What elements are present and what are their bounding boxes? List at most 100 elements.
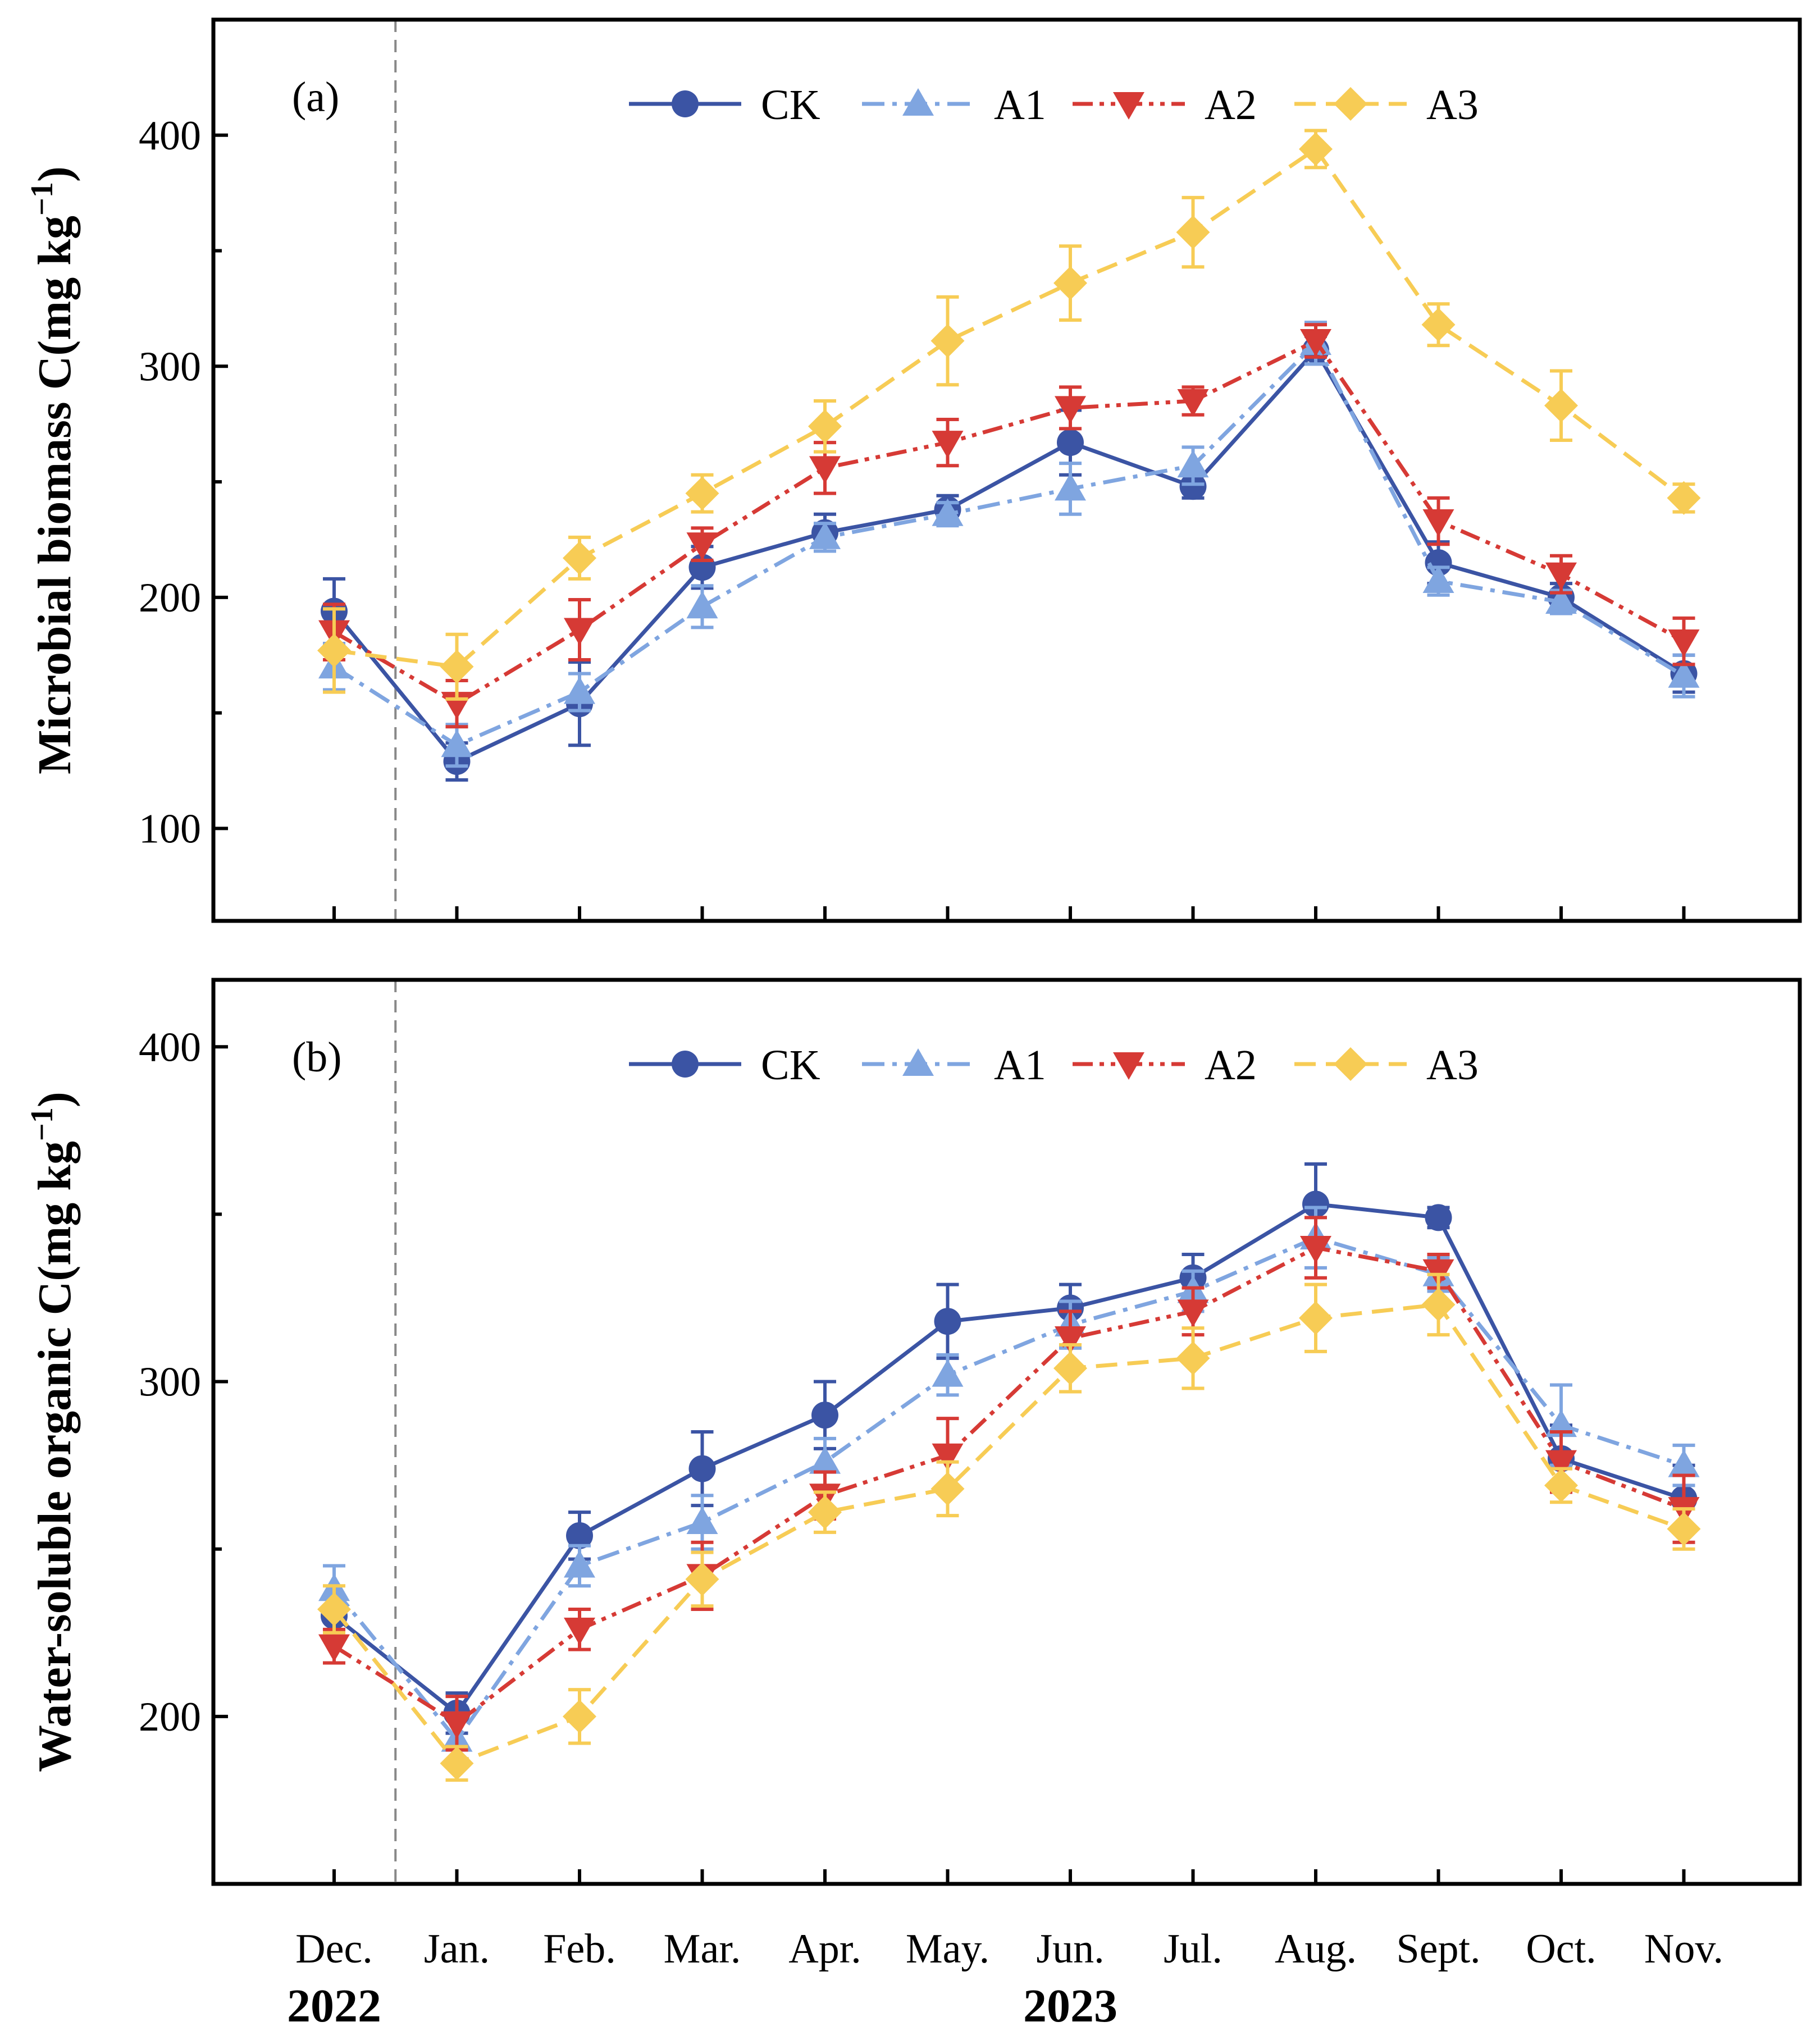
data-point — [932, 1359, 964, 1387]
legend-item-a1: A1 — [862, 1042, 1046, 1089]
data-point — [1545, 562, 1577, 590]
data-point — [1668, 1449, 1700, 1477]
data-point — [1545, 586, 1577, 614]
x-tick-label: Apr. — [788, 1926, 861, 1972]
y-axis-label: Microbial biomass C(mg kg−1) — [25, 166, 81, 774]
legend-label: A1 — [994, 81, 1046, 129]
legend-label: A3 — [1426, 1042, 1479, 1089]
data-point — [809, 1446, 841, 1474]
x-tick-label: Jan. — [424, 1926, 490, 1972]
x-tick-label: Mar. — [664, 1926, 741, 1972]
series-line — [334, 147, 1685, 669]
x-tick-label: May. — [906, 1926, 989, 1972]
y-tick-label: 200 — [139, 575, 201, 621]
data-point — [317, 633, 351, 668]
series-a3 — [317, 129, 1701, 701]
year-label: 2022 — [287, 1980, 381, 2031]
data-point — [811, 1402, 838, 1429]
data-point — [930, 324, 965, 358]
data-point — [809, 456, 841, 484]
data-point — [564, 676, 595, 704]
data-point — [1302, 1190, 1329, 1218]
panel-label: (b) — [292, 1034, 342, 1081]
series-line — [333, 341, 1685, 747]
series-line — [333, 339, 1685, 706]
data-point — [1421, 1288, 1456, 1322]
data-point — [1177, 389, 1209, 417]
data-point — [934, 1308, 961, 1335]
data-point — [317, 1592, 351, 1627]
legend-label: CK — [761, 81, 820, 129]
legend-marker — [672, 90, 699, 117]
legend-marker — [1113, 1052, 1144, 1080]
y-tick-label: 400 — [139, 113, 201, 159]
data-point — [564, 1617, 595, 1645]
data-point — [1053, 266, 1087, 300]
legend-marker — [672, 1051, 699, 1078]
data-point — [1055, 396, 1086, 424]
legend-marker — [1334, 87, 1367, 121]
data-point — [1422, 565, 1454, 594]
data-point — [688, 1455, 716, 1482]
legend-item-ck: CK — [629, 81, 820, 129]
legend-label: CK — [761, 1042, 820, 1089]
legend-label: A1 — [994, 1042, 1046, 1089]
series-a3 — [317, 1272, 1701, 1782]
legend-item-a2: A2 — [1073, 1042, 1257, 1089]
legend-item-ck: CK — [629, 1042, 820, 1089]
x-tick-label: Oct. — [1526, 1926, 1596, 1972]
data-point — [1053, 1351, 1087, 1385]
y-axis-label: Water-soluble organic C(mg kg−1) — [25, 1092, 81, 1772]
x-tick-label: Sept. — [1396, 1926, 1480, 1972]
y-tick-label: 400 — [139, 1024, 201, 1070]
panel-label: (a) — [292, 74, 339, 121]
data-point — [1545, 1409, 1577, 1437]
data-point — [1668, 660, 1700, 688]
legend-item-a3: A3 — [1294, 1042, 1479, 1089]
panel-b: 200 300 400 (b) CK A1 A2 A3 Water-soluble organi… — [25, 978, 1802, 1886]
data-point — [686, 1507, 718, 1534]
data-point — [1667, 481, 1701, 515]
series-line — [333, 1245, 1685, 1726]
data-point — [1177, 450, 1209, 478]
data-point — [563, 541, 596, 575]
data-point — [440, 650, 474, 684]
data-point — [1545, 1450, 1577, 1478]
data-point — [932, 431, 964, 459]
x-tick-label: Feb. — [543, 1926, 616, 1972]
series-line — [332, 348, 1685, 764]
data-point — [685, 1562, 719, 1596]
data-point — [1177, 1299, 1209, 1327]
data-point — [441, 1711, 473, 1739]
y-tick-label: 200 — [139, 1694, 201, 1740]
data-point — [564, 618, 595, 646]
data-point — [1179, 473, 1207, 500]
data-point — [1057, 429, 1084, 457]
legend-marker — [902, 88, 934, 116]
data-point — [930, 1472, 965, 1506]
data-point — [1055, 1326, 1086, 1354]
data-point — [1176, 215, 1210, 249]
series-line — [332, 1202, 1685, 1715]
data-point — [1544, 389, 1578, 423]
legend: CK A1 A2 A3 — [629, 1042, 1479, 1089]
data-point — [563, 1699, 596, 1733]
year-label: 2023 — [1023, 1980, 1117, 2031]
data-point — [1300, 1236, 1331, 1264]
data-point — [932, 1443, 964, 1471]
x-tick-label: Jul. — [1164, 1926, 1223, 1972]
legend-item-a2: A2 — [1073, 81, 1257, 129]
data-point — [808, 409, 842, 444]
data-point — [564, 1550, 595, 1578]
legend-marker — [1334, 1047, 1367, 1081]
data-point — [1300, 329, 1331, 357]
legend-label: A3 — [1426, 81, 1479, 129]
y-tick-label: 100 — [139, 806, 201, 852]
data-point — [1425, 1204, 1452, 1231]
legend-item-a1: A1 — [862, 81, 1046, 129]
data-point — [686, 532, 718, 560]
data-point — [441, 729, 473, 757]
data-point — [440, 1746, 474, 1781]
legend-item-a3: A3 — [1294, 81, 1479, 129]
